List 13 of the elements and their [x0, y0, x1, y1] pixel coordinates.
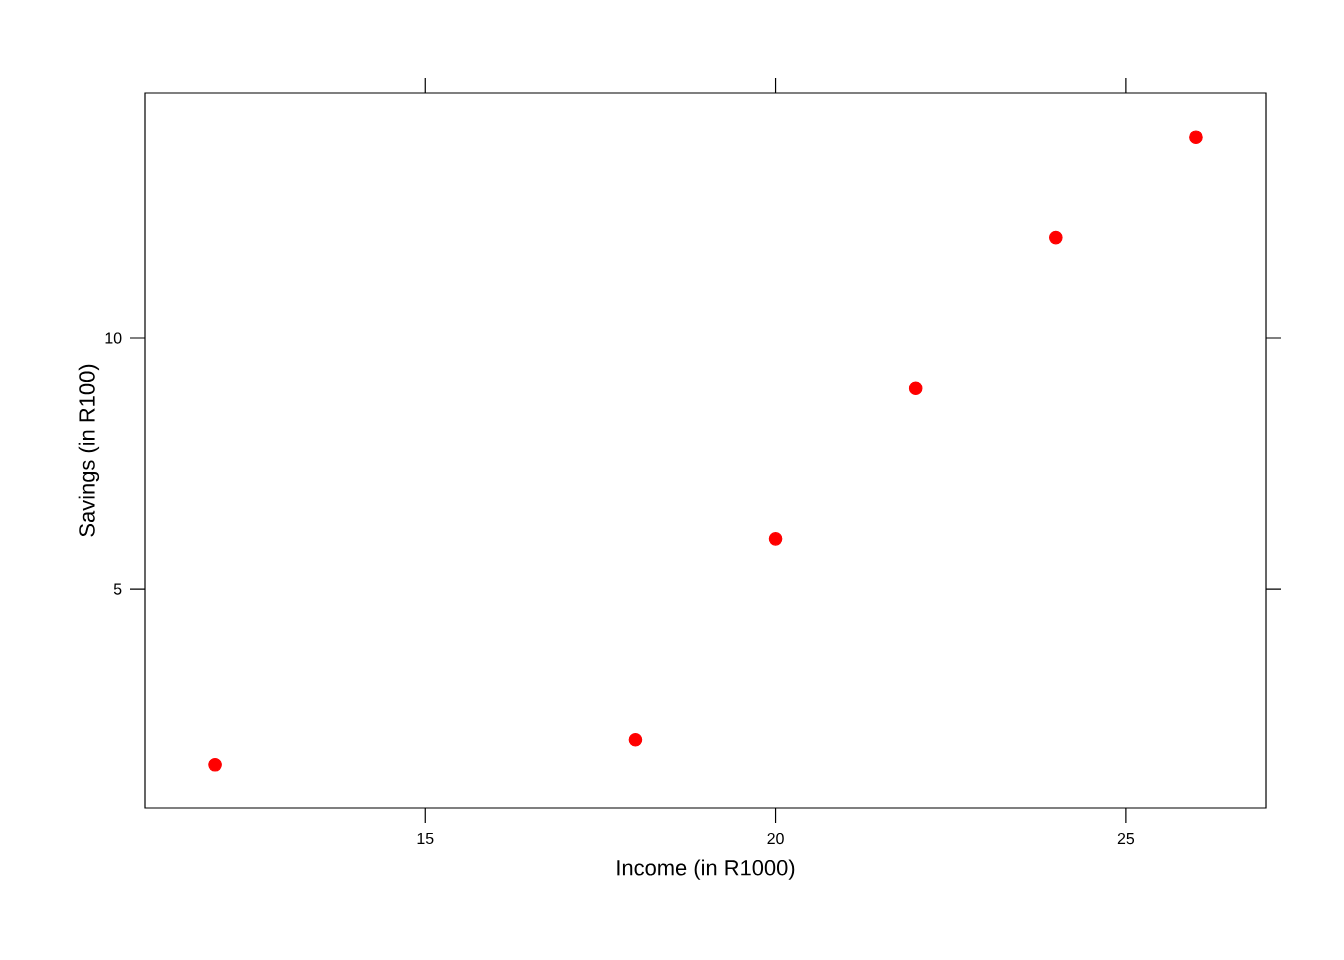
- y-tick-label: 10: [105, 332, 122, 344]
- y-tick-label: 5: [113, 583, 122, 595]
- y-axis-title: Savings (in R100): [78, 364, 100, 537]
- point: [1189, 130, 1203, 144]
- x-tick-label: 15: [417, 832, 434, 845]
- x-tick-label: 25: [1117, 832, 1135, 845]
- point: [208, 758, 222, 772]
- x-axis-title: Income (in R1000): [617, 859, 795, 880]
- x-tick-label: 20: [767, 832, 784, 845]
- point: [768, 532, 783, 546]
- point: [1049, 230, 1063, 245]
- point: [628, 732, 643, 747]
- point: [908, 381, 923, 396]
